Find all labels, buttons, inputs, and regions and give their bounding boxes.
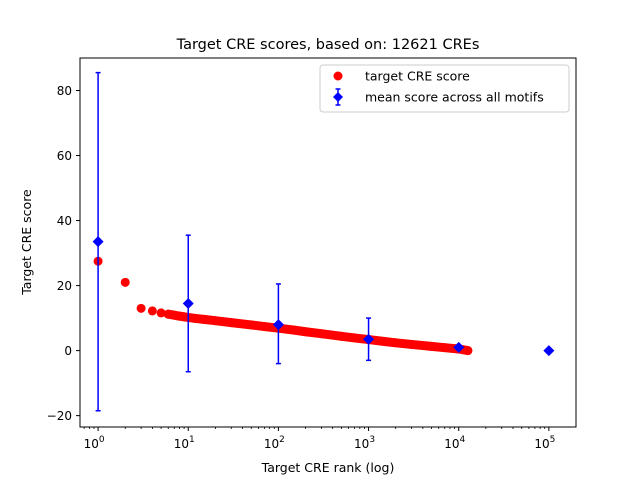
legend-frame: [319, 64, 570, 113]
y-axis: −20 0 20 40 60 80: [47, 84, 80, 423]
y-tick-label: 20: [57, 279, 72, 293]
mean-score-point: [543, 345, 555, 357]
target-cre-score-point: [463, 346, 473, 356]
x-tick-label: 100: [84, 435, 105, 451]
target-cre-score-point: [190, 313, 200, 323]
target-cre-score-point: [440, 343, 450, 353]
x-axis-label: Target CRE rank (log): [261, 460, 395, 475]
target-cre-score-point: [136, 303, 146, 313]
legend-label-mean-score: mean score across all motifs: [365, 90, 544, 105]
target-cre-score-point: [407, 339, 417, 349]
target-cre-score-point: [427, 341, 437, 351]
x-tick-label: 104: [444, 435, 465, 451]
target-cre-score-point: [156, 308, 166, 318]
plot-area: [92, 71, 555, 412]
y-tick-label: 40: [57, 214, 72, 228]
legend-marker-mean-score: [333, 88, 343, 106]
y-tick-label: 80: [57, 84, 72, 98]
x-axis: 100 101 102 103 104 105: [84, 427, 555, 451]
mean-score-point: [92, 71, 104, 412]
target-cre-score-point: [147, 306, 157, 316]
axes-frame: [79, 57, 577, 428]
legend-marker-target-cre-score: [333, 71, 343, 81]
target-cre-score-point: [259, 322, 269, 332]
y-tick-label: 0: [64, 344, 72, 358]
chart-title: Target CRE scores, based on: 12621 CREs: [176, 37, 480, 53]
target-cre-score-point: [199, 314, 209, 324]
target-cre-score-point: [316, 329, 326, 339]
target-cre-score-point: [336, 331, 346, 341]
x-tick-label: 102: [264, 435, 285, 451]
mean-score-point: [363, 317, 375, 362]
target-cre-score-point: [391, 338, 401, 348]
target-cre-score-point: [289, 325, 299, 335]
target-cre-score-point: [226, 318, 236, 328]
x-tick-label: 105: [534, 435, 555, 451]
y-tick-label: 60: [57, 149, 72, 163]
target-cre-score-point: [379, 336, 389, 346]
y-tick-label: −20: [47, 409, 72, 423]
mean-score-point: [182, 234, 194, 373]
x-tick-label: 103: [354, 435, 375, 451]
legend-label-target-cre-score: target CRE score: [365, 69, 470, 84]
target-cre-score-point: [246, 320, 256, 330]
mean-score-point: [272, 283, 284, 365]
target-cre-score-point: [301, 327, 311, 337]
target-cre-score-point: [120, 277, 130, 287]
mean-score-point: [453, 341, 465, 353]
target-cre-score-point: [210, 316, 220, 326]
x-tick-label: 101: [174, 435, 195, 451]
series-mean-score: [92, 71, 555, 412]
y-axis-label: Target CRE score: [19, 189, 34, 296]
legend: target CRE score mean score across all m…: [319, 64, 570, 113]
target-cre-score-point: [350, 333, 360, 343]
